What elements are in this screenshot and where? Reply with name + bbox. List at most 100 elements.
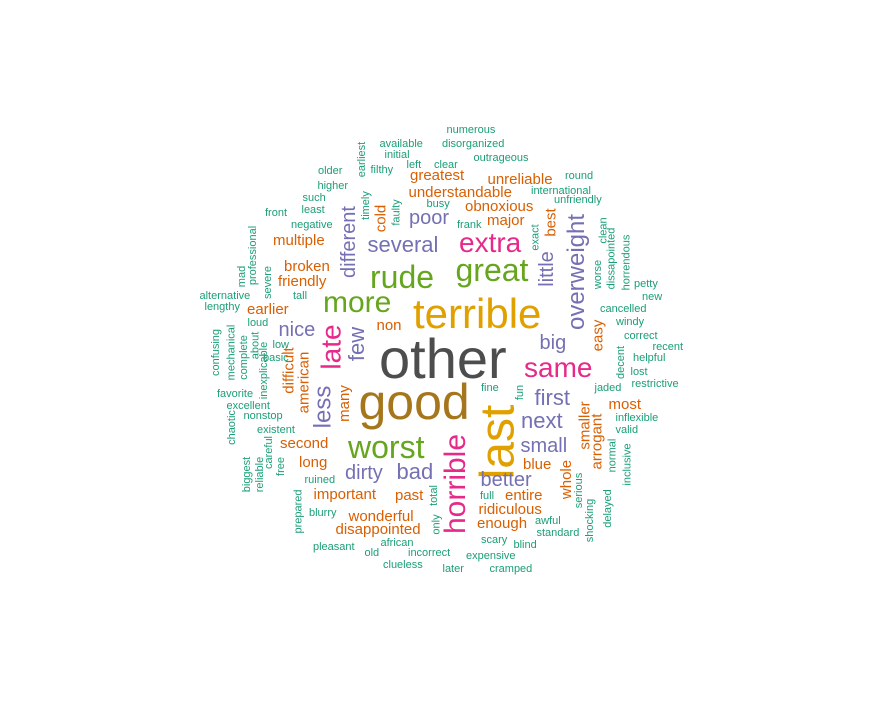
word-timely: timely (359, 190, 372, 220)
word-busy: busy (426, 197, 450, 210)
word-helpful: helpful (633, 351, 666, 364)
word-nice: nice (278, 319, 316, 341)
word-horrible: horrible (439, 433, 473, 535)
word-terrible: terrible (413, 290, 542, 337)
word-arrogant: arrogant (588, 413, 606, 469)
word-big: big (539, 332, 567, 354)
word-inclusive: inclusive (621, 442, 634, 486)
word-severe: severe (261, 265, 274, 299)
word-normal: normal (606, 438, 619, 472)
word-entire: entire (505, 486, 543, 504)
word-chaotic: chaotic (225, 409, 238, 445)
word-new: new (642, 290, 663, 303)
word-african: african (380, 536, 414, 549)
word-excellent: excellent (226, 399, 270, 412)
word-first: first (534, 385, 570, 410)
word-least: least (301, 203, 325, 216)
word-round: round (565, 169, 594, 182)
word-cancelled: cancelled (600, 302, 647, 315)
word-clear: clear (434, 158, 458, 171)
word-alternative: alternative (199, 289, 251, 302)
word-disorganized: disorganized (442, 137, 505, 150)
word-most: most (608, 395, 642, 413)
word-restrictive: restrictive (631, 377, 679, 390)
word-unreliable: unreliable (487, 170, 553, 188)
word-faulty: faulty (390, 198, 403, 226)
word-biggest: biggest (240, 456, 253, 492)
word-scary: scary (481, 533, 508, 546)
word-ridiculous: ridiculous (478, 500, 542, 518)
word-only: only (430, 513, 443, 535)
word-other: other (379, 327, 507, 390)
word-dirty: dirty (345, 462, 383, 484)
word-nonstop: nonstop (243, 409, 283, 422)
word-left: left (406, 158, 422, 171)
word-cold: cold (372, 204, 390, 232)
word-obnoxious: obnoxious (465, 197, 534, 215)
word-outrageous: outrageous (473, 151, 529, 164)
word-earliest: earliest (355, 141, 368, 177)
word-exact: exact (529, 223, 542, 251)
word-small: small (520, 435, 568, 457)
word-major: major (487, 211, 525, 229)
word-understandable: understandable (408, 183, 512, 201)
word-many: many (335, 384, 353, 422)
word-reliable: reliable (253, 456, 266, 492)
word-mechanical: mechanical (225, 324, 238, 380)
word-frank: frank (457, 218, 482, 231)
word-later: later (442, 562, 464, 575)
word-friendly: friendly (278, 272, 327, 290)
word-inexplicable: inexplicable (257, 341, 270, 399)
word-little: little (535, 251, 558, 287)
word-available: available (379, 137, 423, 150)
word-numerous: numerous (446, 123, 496, 136)
word-windy: windy (616, 315, 645, 328)
word-international: international (531, 184, 591, 197)
word-delayed: delayed (601, 488, 614, 528)
word-good: good (358, 374, 470, 430)
word-ruined: ruined (304, 473, 336, 486)
word-few: few (344, 326, 370, 362)
word-late: late (315, 324, 347, 370)
word-jaded: jaded (594, 381, 622, 394)
word-favorite: favorite (217, 387, 254, 400)
word-free: free (274, 456, 287, 476)
word-expensive: expensive (466, 549, 516, 562)
word-less: less (308, 385, 336, 429)
word-existent: existent (257, 423, 295, 436)
word-total: total (427, 484, 440, 506)
word-second: second (280, 434, 329, 452)
word-filthy: filthy (370, 163, 394, 176)
word-broken: broken (284, 257, 330, 275)
word-awful: awful (535, 514, 561, 527)
word-inflexible: inflexible (615, 411, 659, 424)
word-recent: recent (652, 340, 684, 353)
word-past: past (395, 486, 424, 504)
word-whole: whole (557, 459, 575, 499)
word-valid: valid (615, 423, 639, 436)
word-enough: enough (477, 514, 528, 532)
word-important: important (313, 485, 377, 503)
word-non: non (376, 316, 402, 334)
word-great: great (455, 252, 529, 288)
word-dissapointed: dissapointed (605, 227, 618, 289)
word-horrendous: horrendous (620, 234, 633, 290)
word-worst: worst (348, 429, 425, 465)
word-bad: bad (396, 459, 434, 484)
word-full: full (480, 489, 495, 502)
word-same: same (524, 352, 593, 383)
word-earlier: earlier (247, 300, 289, 318)
word-unfriendly: unfriendly (554, 193, 602, 206)
word-petty: petty (634, 277, 658, 290)
word-overweight: overweight (563, 213, 591, 331)
word-incorrect: incorrect (408, 546, 451, 559)
word-next: next (521, 408, 563, 433)
word-confusing: confusing (209, 328, 222, 376)
word-higher: higher (317, 179, 349, 192)
word-cramped: cramped (489, 562, 533, 575)
word-american: american (295, 351, 313, 413)
word-basic: basic (263, 351, 289, 364)
word-fun: fun (513, 384, 526, 400)
word-professional: professional (246, 225, 259, 285)
word-greatest: greatest (410, 166, 465, 184)
